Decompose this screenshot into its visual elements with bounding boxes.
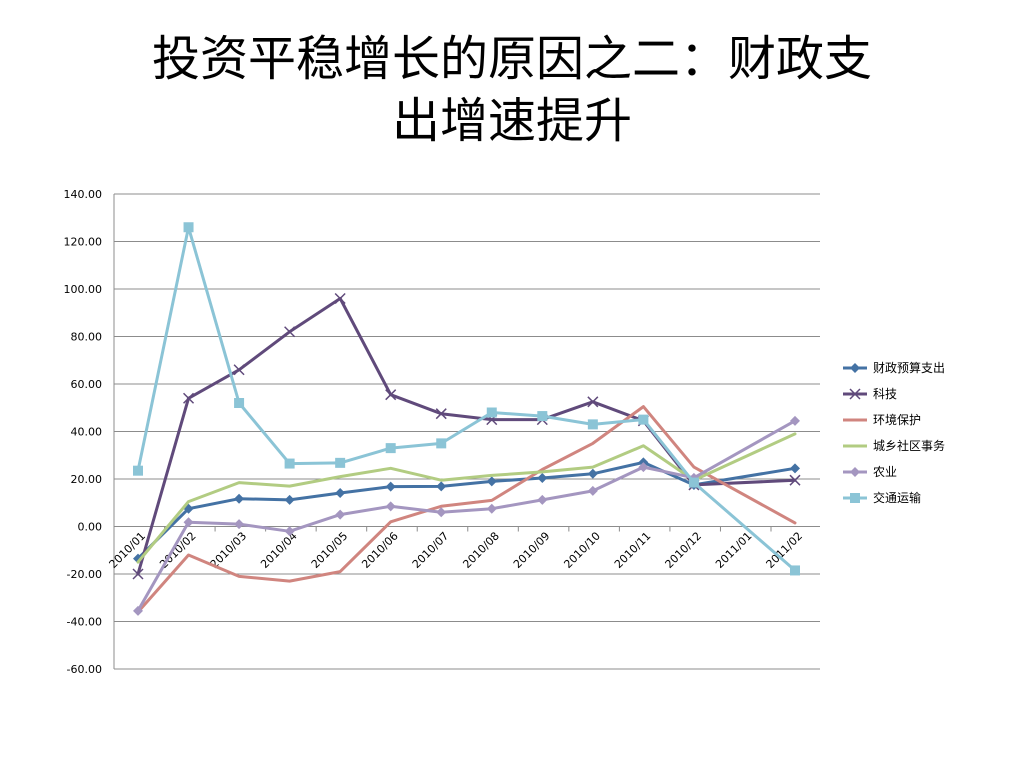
- data-point: [486, 407, 497, 418]
- legend-item: 农业: [843, 465, 897, 479]
- legend-label: 交通运输: [873, 490, 921, 505]
- series-3: [136, 432, 797, 564]
- data-point: [234, 398, 245, 408]
- data-point: [638, 462, 649, 473]
- data-point: [790, 565, 800, 576]
- x-tick-label: 2010/04: [258, 529, 300, 571]
- y-tick-label: 0.00: [78, 521, 103, 534]
- legend-item: 科技: [843, 387, 897, 401]
- data-point: [183, 517, 194, 528]
- x-tick-label: 2010/07: [410, 529, 452, 571]
- data-point: [183, 222, 194, 233]
- data-point: [638, 414, 649, 425]
- data-point: [587, 485, 598, 496]
- data-point: [132, 568, 144, 580]
- data-point: [335, 457, 346, 468]
- y-tick-label: 100.00: [64, 283, 103, 296]
- data-point: [233, 364, 245, 376]
- x-tick-label: 2010/11: [612, 529, 654, 571]
- series-lines: [132, 222, 801, 616]
- data-point: [385, 481, 396, 492]
- data-point: [385, 501, 396, 512]
- y-tick-label: 40.00: [71, 426, 103, 439]
- y-tick-label: 120.00: [64, 236, 103, 249]
- x-tick-label: 2010/05: [309, 529, 351, 571]
- data-point: [537, 494, 548, 505]
- data-point: [284, 494, 295, 505]
- gridlines: [114, 193, 820, 670]
- data-point: [436, 507, 447, 518]
- data-point: [234, 493, 245, 504]
- data-point: [790, 463, 800, 474]
- x-tick-label: 2011/01: [713, 529, 755, 571]
- series-4: [133, 415, 800, 616]
- y-tick-label: 140.00: [64, 188, 103, 201]
- series-line: [136, 405, 797, 614]
- legend-item: 环境保护: [843, 412, 921, 427]
- data-point: [850, 493, 860, 503]
- data-point: [133, 605, 143, 616]
- data-point: [436, 438, 447, 449]
- legend-label: 财政预算支出: [873, 360, 945, 375]
- x-tick-label: 2010/08: [460, 529, 502, 571]
- data-point: [850, 467, 860, 477]
- data-point: [334, 292, 346, 305]
- y-tick-label: -40.00: [67, 616, 102, 629]
- slide-title-line2: 出增速提升: [391, 93, 632, 149]
- data-point: [284, 458, 295, 469]
- legend-label: 城乡社区事务: [873, 438, 945, 453]
- data-point: [537, 473, 548, 484]
- data-point: [335, 509, 346, 520]
- data-point: [133, 465, 143, 476]
- y-tick-label: 80.00: [71, 331, 103, 344]
- data-point: [587, 396, 599, 408]
- data-point: [688, 477, 699, 488]
- legend-label: 环境保护: [873, 412, 921, 427]
- data-point: [335, 488, 346, 499]
- series-5: [133, 222, 800, 576]
- y-tick-label: 60.00: [71, 378, 103, 391]
- legend-item: 城乡社区事务: [843, 438, 945, 453]
- y-tick-label: -60.00: [67, 663, 102, 676]
- y-tick-label: -20.00: [67, 568, 102, 581]
- legend-label: 科技: [873, 387, 897, 401]
- data-point: [284, 526, 295, 537]
- x-tick-label: 2010/10: [561, 529, 603, 571]
- series-line: [136, 419, 797, 613]
- series-line: [136, 432, 797, 564]
- data-point: [234, 519, 245, 530]
- x-tick-label: 2010/09: [511, 529, 553, 571]
- legend-item: 交通运输: [843, 490, 921, 505]
- data-point: [436, 481, 447, 492]
- series-2: [136, 405, 797, 614]
- data-point: [435, 408, 447, 420]
- data-point: [385, 389, 397, 401]
- data-point: [284, 326, 296, 338]
- data-point: [486, 476, 497, 487]
- data-point: [587, 468, 598, 479]
- slide-title-line1: 投资平稳增长的原因之二：财政支: [151, 31, 872, 87]
- x-tick-label: 2010/06: [359, 529, 401, 571]
- data-point: [849, 388, 861, 400]
- data-point: [486, 503, 497, 514]
- x-tick-label: 2010/12: [663, 529, 705, 571]
- data-point: [790, 415, 800, 426]
- data-point: [789, 474, 801, 486]
- legend-item: 财政预算支出: [843, 360, 945, 375]
- y-tick-label: 20.00: [71, 473, 103, 486]
- data-point: [537, 411, 548, 422]
- legend-label: 农业: [873, 465, 897, 479]
- data-point: [587, 419, 598, 430]
- slide-title: 投资平稳增长的原因之二：财政支 出增速提升: [60, 28, 964, 152]
- data-point: [385, 443, 396, 454]
- data-point: [183, 392, 195, 404]
- data-point: [850, 363, 860, 373]
